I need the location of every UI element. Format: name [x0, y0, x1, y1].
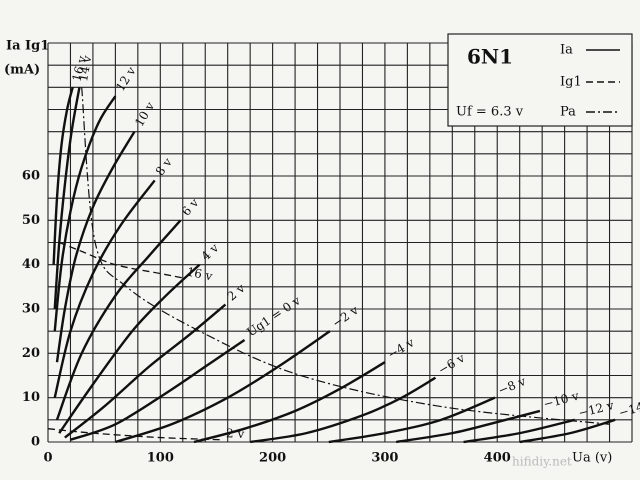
- curve: [70, 339, 246, 441]
- curve: [55, 219, 182, 421]
- y-tick-label: 40: [22, 257, 40, 272]
- curve: [328, 396, 496, 444]
- heater: Uf = 6.3 v: [456, 105, 524, 120]
- curve: [193, 361, 386, 444]
- y-unit: (mA): [4, 63, 40, 78]
- curve: [53, 95, 117, 332]
- curve: [463, 418, 576, 444]
- y-tick-label: 30: [22, 302, 40, 317]
- curve: [55, 131, 136, 363]
- curve: [47, 428, 223, 441]
- legend-label: Ia: [560, 43, 573, 58]
- curve-label: 16 v: [69, 54, 89, 83]
- y-tick-label: 10: [22, 390, 40, 405]
- curve-label: 16 v: [186, 265, 214, 284]
- x-tick-label: 100: [147, 451, 174, 466]
- curve: [81, 87, 610, 425]
- curve: [249, 376, 437, 444]
- x-tick-label: 0: [43, 451, 52, 466]
- curve: [58, 241, 183, 279]
- x-tick-label: 400: [484, 451, 511, 466]
- y-tick-label: 20: [22, 346, 40, 361]
- y-tick-label: 60: [22, 169, 40, 184]
- x-title: Ua (v): [572, 451, 612, 466]
- curve: [52, 87, 74, 265]
- tube-name: 6N1: [467, 45, 513, 69]
- y-tick-label: 0: [31, 435, 40, 450]
- watermark: hifidiy.net: [512, 455, 572, 469]
- curve: [53, 179, 156, 398]
- x-tick-label: 200: [259, 451, 286, 466]
- curve: [53, 87, 81, 310]
- legend: Ia Ig1 Pa: [560, 43, 620, 120]
- y-title: Ia Ig1: [6, 39, 49, 54]
- curve: [115, 330, 331, 444]
- curve: [58, 263, 201, 434]
- x-tick-label: 300: [371, 451, 398, 466]
- curve: [519, 418, 616, 444]
- legend-label: Pa: [560, 105, 576, 120]
- curve-label: 2 v: [226, 426, 245, 441]
- curve-label: 14 v: [76, 54, 94, 82]
- y-tick-label: 50: [22, 213, 40, 228]
- legend-label: Ig1: [560, 75, 582, 90]
- curve: [64, 303, 227, 439]
